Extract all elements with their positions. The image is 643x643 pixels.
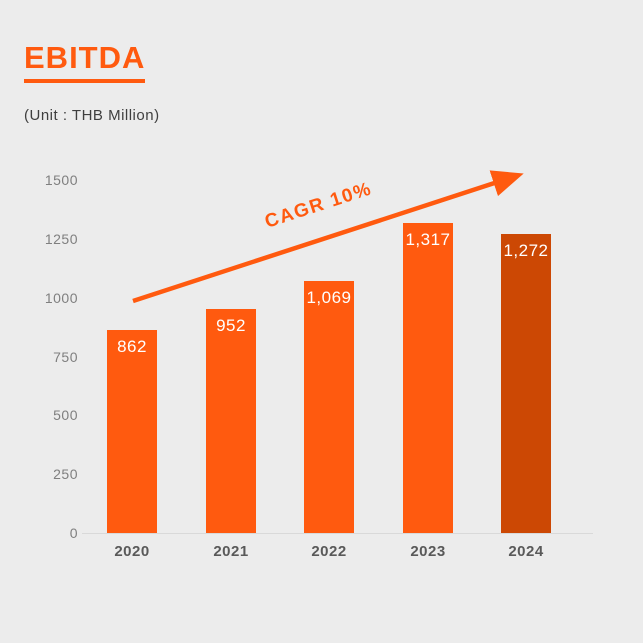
bar-2024: 1,272 bbox=[501, 234, 551, 533]
x-axis-label-2024: 2024 bbox=[508, 543, 544, 560]
page-title: EBITDA bbox=[24, 40, 146, 83]
x-axis-line bbox=[82, 533, 593, 534]
cagr-annotation: CAGR 10% bbox=[262, 178, 375, 233]
y-axis-tick-label: 250 bbox=[53, 466, 78, 483]
x-axis-label-2022: 2022 bbox=[311, 543, 347, 560]
bar-2020: 862 bbox=[107, 330, 157, 533]
bar-value-label: 862 bbox=[117, 337, 147, 356]
y-axis-tick-label: 1250 bbox=[44, 230, 78, 247]
bar-2023: 1,317 bbox=[403, 223, 453, 533]
x-axis-label-2023: 2023 bbox=[410, 543, 446, 560]
bar-2022: 1,069 bbox=[304, 281, 354, 533]
bar-value-label: 1,272 bbox=[503, 241, 549, 260]
y-axis-tick-label: 500 bbox=[53, 407, 78, 424]
bar-value-label: 1,317 bbox=[405, 230, 451, 249]
y-axis-tick-label: 0 bbox=[69, 525, 78, 541]
bar-value-label: 1,069 bbox=[306, 288, 352, 307]
unit-label: (Unit : THB Million) bbox=[24, 107, 160, 124]
y-axis-tick-label: 1000 bbox=[44, 289, 78, 306]
x-axis-label-2021: 2021 bbox=[213, 543, 249, 560]
bar-value-label: 952 bbox=[216, 316, 246, 335]
y-axis-tick-label: 750 bbox=[53, 348, 78, 365]
y-axis-tick-label: 1500 bbox=[44, 172, 78, 188]
bar-2021: 952 bbox=[206, 309, 256, 533]
x-axis-label-2020: 2020 bbox=[114, 543, 150, 560]
